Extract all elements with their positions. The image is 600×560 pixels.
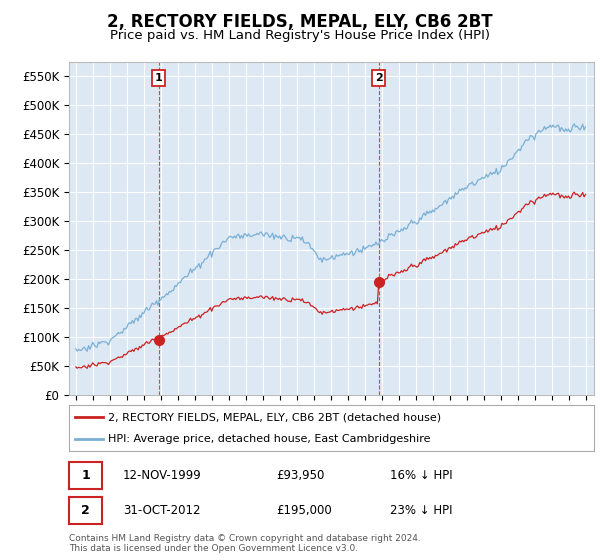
Text: £93,950: £93,950 <box>276 469 325 482</box>
Text: 23% ↓ HPI: 23% ↓ HPI <box>390 503 452 517</box>
Text: 2: 2 <box>81 503 90 517</box>
Text: Price paid vs. HM Land Registry's House Price Index (HPI): Price paid vs. HM Land Registry's House … <box>110 29 490 42</box>
Text: Contains HM Land Registry data © Crown copyright and database right 2024.
This d: Contains HM Land Registry data © Crown c… <box>69 534 421 553</box>
Text: 1: 1 <box>81 469 90 482</box>
Text: 12-NOV-1999: 12-NOV-1999 <box>123 469 202 482</box>
Text: 2, RECTORY FIELDS, MEPAL, ELY, CB6 2BT: 2, RECTORY FIELDS, MEPAL, ELY, CB6 2BT <box>107 13 493 31</box>
Text: 2, RECTORY FIELDS, MEPAL, ELY, CB6 2BT (detached house): 2, RECTORY FIELDS, MEPAL, ELY, CB6 2BT (… <box>109 412 442 422</box>
Text: 31-OCT-2012: 31-OCT-2012 <box>123 503 200 517</box>
Text: 2: 2 <box>375 73 383 83</box>
Text: 16% ↓ HPI: 16% ↓ HPI <box>390 469 452 482</box>
Text: £195,000: £195,000 <box>276 503 332 517</box>
Text: 1: 1 <box>155 73 163 83</box>
Text: HPI: Average price, detached house, East Cambridgeshire: HPI: Average price, detached house, East… <box>109 435 431 444</box>
